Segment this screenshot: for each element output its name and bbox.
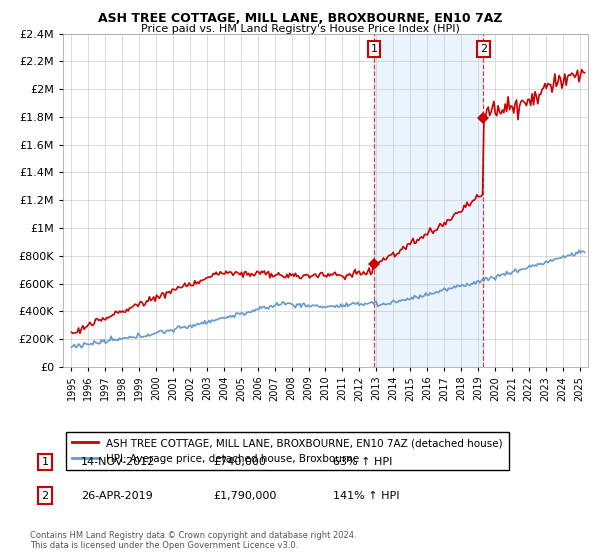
Text: 14-NOV-2012: 14-NOV-2012 xyxy=(81,457,155,467)
Text: £1,790,000: £1,790,000 xyxy=(213,491,277,501)
Text: 63% ↑ HPI: 63% ↑ HPI xyxy=(333,457,392,467)
Text: 2: 2 xyxy=(41,491,49,501)
Text: 26-APR-2019: 26-APR-2019 xyxy=(81,491,153,501)
Text: 1: 1 xyxy=(371,44,377,54)
Legend: ASH TREE COTTAGE, MILL LANE, BROXBOURNE, EN10 7AZ (detached house), HPI: Average: ASH TREE COTTAGE, MILL LANE, BROXBOURNE,… xyxy=(65,432,509,470)
Text: Contains HM Land Registry data © Crown copyright and database right 2024.
This d: Contains HM Land Registry data © Crown c… xyxy=(30,531,356,550)
Text: Price paid vs. HM Land Registry's House Price Index (HPI): Price paid vs. HM Land Registry's House … xyxy=(140,24,460,34)
Text: 1: 1 xyxy=(41,457,49,467)
Bar xyxy=(374,34,484,367)
Text: ASH TREE COTTAGE, MILL LANE, BROXBOURNE, EN10 7AZ: ASH TREE COTTAGE, MILL LANE, BROXBOURNE,… xyxy=(98,12,502,25)
Text: 2: 2 xyxy=(480,44,487,54)
Text: 141% ↑ HPI: 141% ↑ HPI xyxy=(333,491,400,501)
Text: £740,000: £740,000 xyxy=(213,457,266,467)
